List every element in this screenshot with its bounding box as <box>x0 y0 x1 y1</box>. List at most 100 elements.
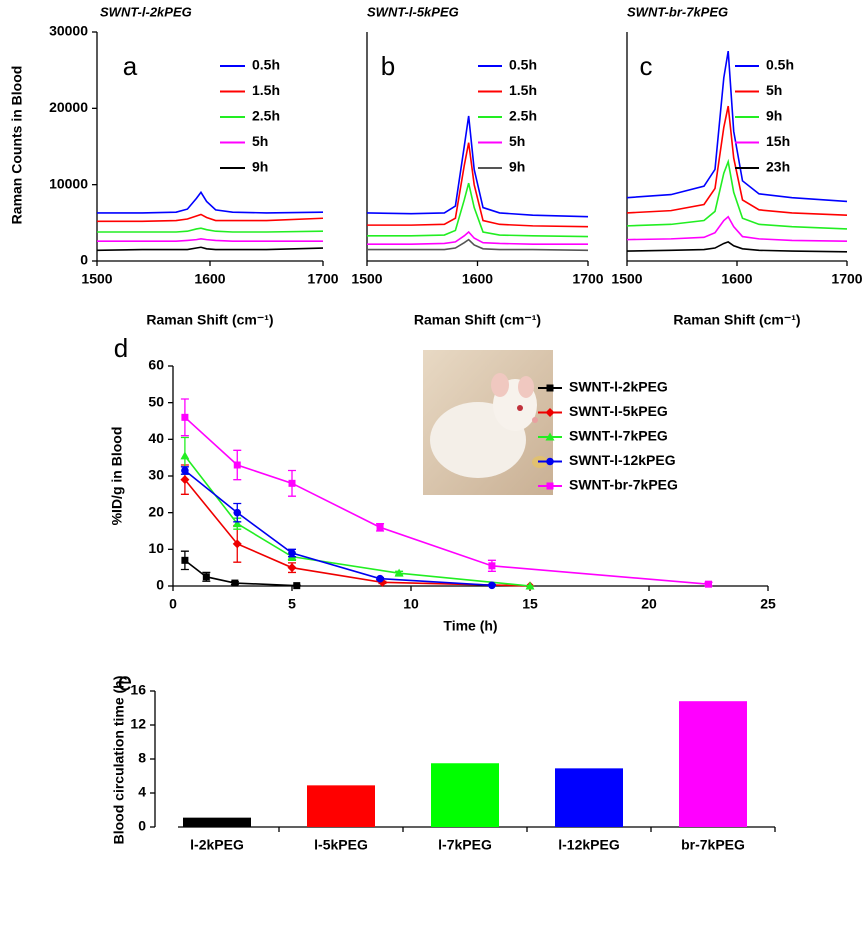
y-tick-label: 0 <box>80 252 88 268</box>
data-point <box>232 519 242 528</box>
x-tick-label: l-7kPEG <box>438 837 492 853</box>
bar <box>555 768 623 827</box>
legend-label: 0.5h <box>252 57 280 73</box>
x-tick-label: 15 <box>522 596 538 612</box>
panel-label: b <box>381 51 395 81</box>
spectrum <box>367 230 588 246</box>
x-axis-label: Time (h) <box>443 618 497 634</box>
x-tick-label: 1700 <box>307 271 338 287</box>
x-tick-label: 1600 <box>194 271 225 287</box>
spectrum <box>367 238 589 252</box>
y-tick-label: 60 <box>148 357 164 373</box>
x-tick-label: br-7kPEG <box>681 837 745 853</box>
spectrum <box>626 158 848 230</box>
data-point <box>488 581 496 590</box>
legend-label: SWNT-br-7kPEG <box>569 477 678 493</box>
legend-marker <box>546 384 554 392</box>
legend-label: 1.5h <box>509 82 537 98</box>
x-tick-label: 1600 <box>462 271 493 287</box>
data-point <box>288 549 296 557</box>
data-point <box>488 562 496 570</box>
bar <box>183 817 251 827</box>
spectrum <box>97 238 323 242</box>
x-tick-label: 1500 <box>351 271 382 287</box>
y-tick-label: 50 <box>148 393 164 409</box>
y-axis-label: %ID/g in Blood <box>109 427 125 526</box>
legend-marker <box>545 432 555 441</box>
spectrum <box>626 241 848 253</box>
legend-label: 2.5h <box>252 108 280 124</box>
spectrum <box>367 142 589 228</box>
x-tick-label: 1600 <box>721 271 752 287</box>
data-point <box>293 582 301 590</box>
legend-label: SWNT-l-12kPEG <box>569 452 676 468</box>
data-point <box>376 523 384 531</box>
x-tick-label: 25 <box>760 596 776 612</box>
panel-label: c <box>640 51 653 81</box>
panel-title: SWNT-br-7kPEG <box>627 4 728 19</box>
legend-label: SWNT-l-7kPEG <box>569 428 668 444</box>
legend-label: 9h <box>509 159 525 175</box>
spectrum <box>97 227 324 233</box>
y-tick-label: 20000 <box>49 99 88 115</box>
spectrum <box>96 246 324 252</box>
mouse-photo <box>423 350 553 495</box>
y-axis-label: Blood circulation time (h) <box>111 676 127 845</box>
panel-label: e <box>118 666 132 696</box>
x-axis-label: Raman Shift (cm⁻¹) <box>146 312 273 328</box>
x-tick-label: 0 <box>169 596 177 612</box>
data-point <box>705 580 712 588</box>
data-point <box>525 581 535 590</box>
panel-title: SWNT-l-5kPEG <box>367 4 459 19</box>
spectrum <box>626 50 848 203</box>
x-tick-label: 20 <box>641 596 657 612</box>
x-axis-label: Raman Shift (cm⁻¹) <box>673 312 800 328</box>
y-tick-label: 30 <box>148 467 164 483</box>
spectrum <box>366 115 589 218</box>
legend-label: 9h <box>252 159 268 175</box>
legend-marker <box>546 482 554 490</box>
spectrum <box>626 105 848 216</box>
legend-label: 0.5h <box>509 57 537 73</box>
series-line <box>184 559 297 587</box>
panel-label: a <box>123 51 138 81</box>
y-tick-label: 16 <box>130 682 146 698</box>
legend-label: 9h <box>766 108 782 124</box>
y-axis-label: Raman Counts in Blood <box>9 66 25 225</box>
x-tick-label: 1500 <box>81 271 112 287</box>
spectrum <box>97 190 324 214</box>
data-point <box>232 539 242 549</box>
legend-marker <box>545 408 555 417</box>
data-point <box>288 479 296 487</box>
legend-label: SWNT-l-2kPEG <box>569 379 668 395</box>
y-tick-label: 8 <box>138 750 146 766</box>
legend-label: 5h <box>766 82 782 98</box>
panel-title: SWNT-l-2kPEG <box>100 4 192 19</box>
data-point <box>180 475 190 485</box>
data-point <box>181 556 189 564</box>
y-tick-label: 30000 <box>49 23 88 39</box>
bar <box>679 701 747 827</box>
panel-label: d <box>114 333 128 363</box>
data-point <box>394 568 404 577</box>
legend-label: SWNT-l-5kPEG <box>569 403 668 419</box>
y-tick-label: 20 <box>148 503 164 519</box>
legend-label: 5h <box>509 133 525 149</box>
data-point <box>376 574 384 583</box>
legend-label: 0.5h <box>766 57 794 73</box>
y-tick-label: 12 <box>130 716 146 732</box>
data-point <box>231 579 239 587</box>
x-tick-label: 10 <box>403 596 419 612</box>
x-tick-label: 1700 <box>831 271 862 287</box>
data-point <box>180 451 190 460</box>
x-tick-label: 5 <box>288 596 296 612</box>
legend-label: 15h <box>766 133 790 149</box>
legend-label: 23h <box>766 159 790 175</box>
y-tick-label: 40 <box>148 430 164 446</box>
data-point <box>181 413 189 421</box>
x-axis-label: Raman Shift (cm⁻¹) <box>414 312 541 328</box>
bar <box>431 763 499 827</box>
y-tick-label: 10000 <box>49 175 88 191</box>
series-line <box>184 416 709 585</box>
